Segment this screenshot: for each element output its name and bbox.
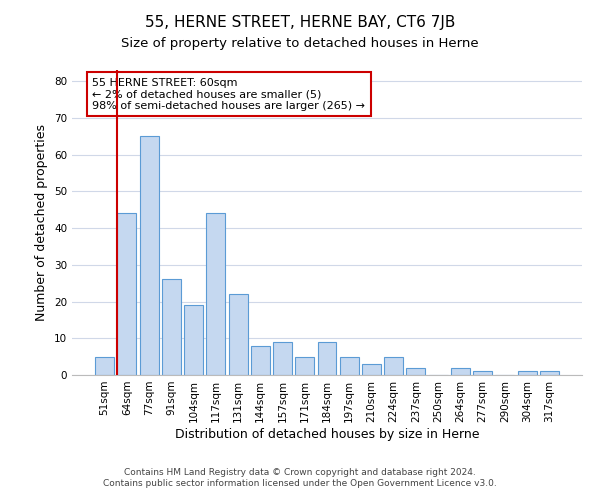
Bar: [451, 368, 470, 375]
Text: Contains HM Land Registry data © Crown copyright and database right 2024.
Contai: Contains HM Land Registry data © Crown c…: [103, 468, 497, 487]
Bar: [340, 356, 359, 375]
Bar: [473, 372, 492, 375]
Bar: [406, 368, 425, 375]
Bar: [273, 342, 292, 375]
Bar: [206, 214, 225, 375]
Bar: [229, 294, 248, 375]
Bar: [162, 280, 181, 375]
Bar: [518, 372, 536, 375]
Bar: [317, 342, 337, 375]
Bar: [362, 364, 381, 375]
Bar: [140, 136, 158, 375]
Bar: [540, 372, 559, 375]
X-axis label: Distribution of detached houses by size in Herne: Distribution of detached houses by size …: [175, 428, 479, 440]
Bar: [118, 214, 136, 375]
Y-axis label: Number of detached properties: Number of detached properties: [35, 124, 49, 321]
Bar: [184, 305, 203, 375]
Bar: [384, 356, 403, 375]
Text: Size of property relative to detached houses in Herne: Size of property relative to detached ho…: [121, 38, 479, 51]
Bar: [251, 346, 270, 375]
Bar: [295, 356, 314, 375]
Text: 55, HERNE STREET, HERNE BAY, CT6 7JB: 55, HERNE STREET, HERNE BAY, CT6 7JB: [145, 15, 455, 30]
Bar: [95, 356, 114, 375]
Text: 55 HERNE STREET: 60sqm
← 2% of detached houses are smaller (5)
98% of semi-detac: 55 HERNE STREET: 60sqm ← 2% of detached …: [92, 78, 365, 111]
